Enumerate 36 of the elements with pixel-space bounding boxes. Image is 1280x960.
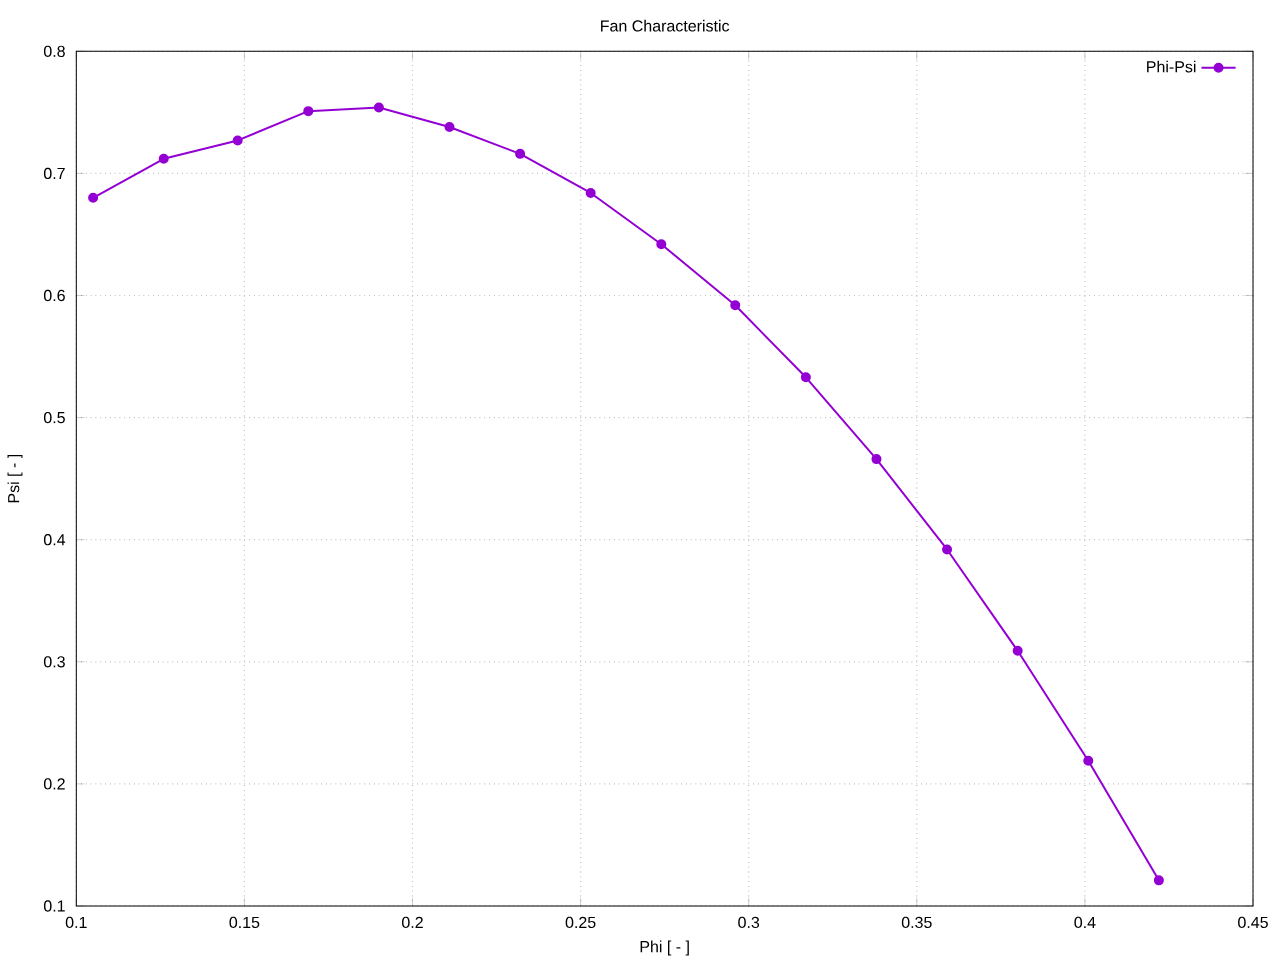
y-tick-label: 0.1 (43, 900, 65, 912)
y-tick-label: 0.7 (43, 167, 65, 180)
x-tick-label: 0.15 (229, 916, 260, 929)
x-tick-label: 0.4 (1074, 916, 1096, 929)
point (871, 454, 882, 465)
point (656, 239, 667, 250)
point (303, 106, 314, 117)
y-tick-label: 0.8 (43, 45, 65, 57)
point (232, 135, 243, 146)
x-tick-label: 0.25 (565, 916, 596, 929)
x-tick-label: 0.45 (1238, 916, 1268, 929)
chart-title: Fan Characteristic (601, 19, 730, 32)
point (158, 153, 169, 164)
point (585, 187, 596, 198)
point (942, 544, 953, 555)
point (444, 122, 455, 133)
y-tick-label: 0.5 (43, 411, 65, 424)
point (730, 300, 741, 311)
x-tick-label: 0.1 (65, 916, 87, 929)
point (1083, 755, 1094, 766)
y-axis-title: Psi [ - ] (7, 454, 23, 503)
y-tick-label: 0.3 (43, 656, 65, 668)
y-tick-label: 0.6 (43, 289, 65, 302)
point (373, 102, 384, 113)
point (1012, 645, 1023, 656)
point (515, 148, 526, 159)
point (800, 372, 811, 383)
x-tick-label: 0.35 (901, 916, 932, 929)
x-axis-title: Phi [ - ] (640, 940, 689, 956)
point (88, 192, 99, 203)
legend-label: Phi-Psi (1147, 60, 1196, 73)
y-tick-label: 0.4 (43, 534, 66, 546)
point (1153, 875, 1164, 886)
y-tick-label: 0.2 (43, 778, 65, 790)
x-tick-label: 0.3 (738, 916, 760, 929)
x-tick-label: 0.2 (402, 916, 423, 929)
